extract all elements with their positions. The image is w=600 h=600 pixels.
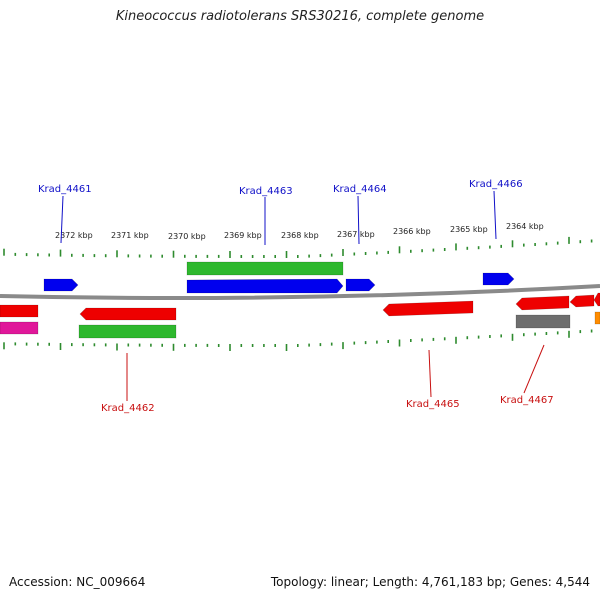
gene-label-krad-4466[interactable]: Krad_4466 <box>469 179 523 190</box>
gene-arrow-krad-4466[interactable] <box>482 272 515 286</box>
gene-labels-top: Krad_4461 Krad_4463 Krad_4464 Krad_4466 <box>38 179 523 197</box>
leader-line <box>357 195 360 245</box>
gene-label-krad-4463[interactable]: Krad_4463 <box>239 186 293 197</box>
gene-arrow-krad-4463[interactable] <box>186 278 344 294</box>
scale-ticks-upper <box>3 236 593 258</box>
gene-arrow-krad-4465[interactable] <box>382 300 474 317</box>
scale-label: 2371 kbp <box>111 231 149 240</box>
scale-labels: 2372 kbp 2371 kbp 2370 kbp 2369 kbp 2368… <box>55 222 544 241</box>
map-title: Kineococcus radiotolerans SRS30216, comp… <box>115 9 485 24</box>
scale-label: 2364 kbp <box>506 222 544 231</box>
gene-label-krad-4462[interactable]: Krad_4462 <box>101 403 155 414</box>
scale-label: 2367 kbp <box>337 230 375 239</box>
gene-feature-green[interactable] <box>78 324 177 339</box>
scale-label: 2372 kbp <box>55 231 93 240</box>
scale-label: 2369 kbp <box>224 231 262 240</box>
leader-line <box>523 344 545 394</box>
scale-label: 2365 kbp <box>450 225 488 234</box>
genome-backbone <box>0 284 600 301</box>
gene-arrow-krad-4467[interactable] <box>515 295 570 311</box>
gene-feature-orange[interactable] <box>594 311 600 325</box>
gene-label-krad-4467[interactable]: Krad_4467 <box>500 395 554 406</box>
gene-features <box>0 261 600 339</box>
gene-arrow-red[interactable] <box>569 294 595 308</box>
gene-arrow-red[interactable] <box>593 292 600 307</box>
leader-line <box>428 349 432 398</box>
topology-summary: Topology: linear; Length: 4,761,183 bp; … <box>270 575 590 589</box>
gene-arrow-krad-4464[interactable] <box>345 278 376 292</box>
gene-feature-pink[interactable] <box>0 321 39 335</box>
gene-arrow-krad-4462[interactable] <box>79 307 177 321</box>
scale-label: 2368 kbp <box>281 231 319 240</box>
label-leaders-top <box>60 190 497 245</box>
scale-label: 2370 kbp <box>168 232 206 241</box>
gene-arrow-krad-4461[interactable] <box>43 278 79 292</box>
leader-line <box>60 195 64 244</box>
gene-feature-gray[interactable] <box>515 314 571 329</box>
gene-labels-bottom: Krad_4462 Krad_4465 Krad_4467 <box>101 395 554 414</box>
gene-label-krad-4465[interactable]: Krad_4465 <box>406 399 460 410</box>
gene-label-krad-4464[interactable]: Krad_4464 <box>333 184 387 195</box>
accession-text: Accession: NC_009664 <box>9 575 146 589</box>
scale-label: 2366 kbp <box>393 227 431 236</box>
label-leaders-bottom <box>126 344 545 401</box>
gene-arrow-red[interactable] <box>0 304 39 318</box>
scale-ticks-lower <box>3 329 593 351</box>
gene-label-krad-4461[interactable]: Krad_4461 <box>38 184 92 195</box>
leader-line <box>493 190 497 240</box>
gene-feature-green[interactable] <box>186 261 344 276</box>
